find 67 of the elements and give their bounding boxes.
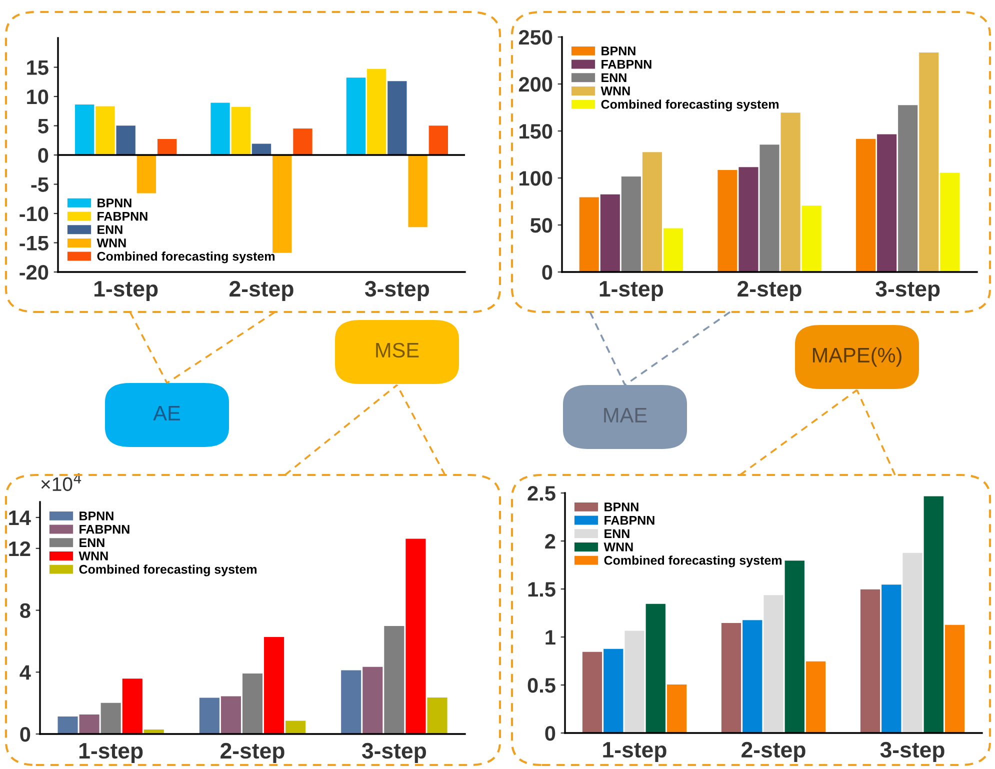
text: AE	[153, 406, 180, 420]
y-tick-label: 10	[27, 90, 48, 104]
y-tick-label: 0	[542, 265, 552, 280]
y-tick-label: 150	[520, 124, 552, 139]
y-tick-label: 0.5	[528, 678, 556, 693]
chart-title: MAPE(%)	[812, 347, 902, 367]
x-tick-label: 2-step	[738, 280, 802, 302]
y-tick-label: 1.5	[528, 582, 556, 597]
y-tick-label: 1	[546, 630, 556, 645]
y-tick-label: -10	[20, 206, 48, 222]
legend-label: ENN	[604, 529, 630, 538]
x-tick-label: 3-step	[880, 742, 944, 762]
x-tick-label: 2-step	[230, 280, 294, 302]
y-tick-label: -15	[20, 236, 48, 251]
legend-label: ENN	[602, 73, 626, 82]
y-tick-label: 14	[9, 510, 31, 526]
bar	[428, 124, 449, 156]
x-tick-label: 1-step	[80, 743, 143, 764]
legend-label: ENN	[98, 225, 122, 234]
legend-label: FABPNN	[98, 212, 148, 221]
legend-label: Combined forecasting system	[601, 100, 778, 112]
legend-label: BPNN	[602, 46, 636, 56]
chart-title: MSE	[376, 342, 419, 358]
legend-label: WNN	[78, 552, 108, 560]
x-tick-label: 3-step	[364, 280, 429, 302]
legend-label: FABPNN	[602, 60, 652, 69]
y-tick-label: 8	[20, 603, 30, 618]
x-tick-label: 2-step	[220, 742, 284, 764]
legend-label: BPNN	[80, 512, 114, 520]
y-tick-label: 0	[20, 727, 30, 742]
x-tick-label: 3-step	[876, 280, 940, 302]
y-tick-label: 2.5	[528, 486, 556, 501]
y-tick-label: -20	[20, 265, 48, 280]
bar	[136, 154, 157, 194]
legend-label: WNN	[604, 542, 633, 552]
y-tick-label: 200	[518, 77, 552, 92]
legend-label: Combined forecasting system	[79, 564, 256, 576]
legend-label: Combined forecasting system	[97, 252, 274, 264]
bar	[407, 154, 428, 228]
y-tick-label: 0	[545, 726, 556, 741]
y-tick-label: 250	[518, 30, 552, 45]
legend-label: Combined forecasting system	[604, 556, 782, 568]
legend-label: BPNN	[98, 198, 132, 208]
legend-label: FABPNN	[80, 524, 130, 534]
y-tick-label: 5	[38, 118, 48, 134]
bar	[156, 138, 178, 156]
bar	[292, 128, 314, 156]
legend-label: ENN	[80, 538, 104, 547]
x-tick-label: 1-step	[94, 281, 158, 302]
legend-label: WNN	[600, 86, 630, 96]
y-tick-label: 100	[520, 171, 552, 186]
y-tick-label: 2	[545, 534, 556, 549]
y-tick-label: -5	[31, 177, 48, 192]
y-tick-label: 4	[20, 665, 31, 680]
y-tick-label: 15	[27, 60, 48, 76]
x-tick-label: 1-step	[600, 281, 663, 302]
x-tick-label: 1-step	[603, 742, 666, 762]
y-tick-label: 50	[530, 218, 552, 233]
text: MAE	[604, 408, 647, 422]
legend-label: FABPNN	[604, 516, 654, 525]
y-tick-label: 0	[38, 148, 48, 163]
x-tick-label: 3-step	[362, 742, 426, 764]
legend-label: WNN	[96, 238, 126, 248]
y-tick-label: 12	[9, 541, 30, 556]
bar	[272, 154, 293, 254]
x-tick-label: 2-step	[742, 742, 806, 762]
legend-label: BPNN	[604, 502, 638, 512]
